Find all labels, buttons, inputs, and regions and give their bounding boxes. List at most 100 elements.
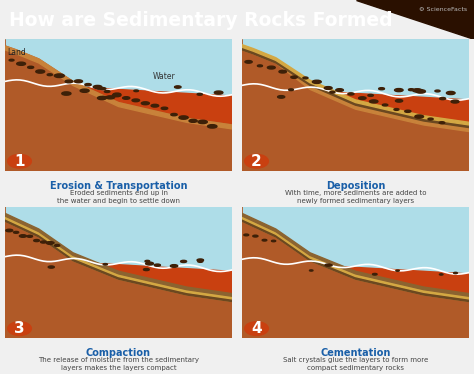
Ellipse shape — [97, 88, 101, 89]
Text: Eroded sediments end up in
the water and begin to settle down: Eroded sediments end up in the water and… — [57, 190, 180, 204]
Text: 1: 1 — [14, 154, 25, 169]
Ellipse shape — [244, 234, 249, 236]
Ellipse shape — [197, 259, 203, 261]
Ellipse shape — [179, 116, 188, 119]
Circle shape — [245, 322, 268, 335]
Ellipse shape — [413, 89, 422, 92]
Ellipse shape — [189, 119, 197, 122]
Ellipse shape — [416, 90, 426, 93]
Ellipse shape — [198, 261, 203, 262]
Ellipse shape — [359, 97, 366, 99]
Ellipse shape — [106, 96, 115, 99]
Ellipse shape — [198, 120, 207, 124]
Ellipse shape — [55, 245, 60, 246]
Polygon shape — [242, 218, 469, 301]
Ellipse shape — [245, 61, 252, 63]
Ellipse shape — [170, 265, 178, 267]
Ellipse shape — [144, 269, 149, 271]
Ellipse shape — [141, 102, 149, 105]
Ellipse shape — [48, 266, 55, 268]
Circle shape — [8, 322, 31, 335]
Ellipse shape — [47, 74, 53, 76]
Ellipse shape — [9, 59, 14, 61]
Ellipse shape — [41, 241, 46, 243]
Ellipse shape — [395, 99, 402, 102]
Ellipse shape — [19, 235, 27, 237]
Polygon shape — [242, 39, 469, 171]
Ellipse shape — [14, 232, 18, 233]
Ellipse shape — [451, 100, 459, 103]
Polygon shape — [242, 39, 469, 171]
Polygon shape — [242, 46, 469, 132]
Ellipse shape — [101, 96, 107, 99]
Ellipse shape — [74, 80, 82, 83]
Polygon shape — [242, 206, 469, 338]
Text: The release of moisture from the sedimentary
layers makes the layers compact: The release of moisture from the sedimen… — [38, 358, 199, 371]
Ellipse shape — [267, 66, 275, 69]
Ellipse shape — [103, 264, 108, 265]
Ellipse shape — [325, 264, 331, 266]
Ellipse shape — [383, 104, 388, 106]
Text: Compaction: Compaction — [86, 348, 151, 358]
Polygon shape — [242, 217, 469, 301]
Ellipse shape — [174, 86, 181, 88]
Ellipse shape — [373, 273, 377, 275]
Polygon shape — [5, 39, 232, 95]
Ellipse shape — [27, 66, 34, 68]
Ellipse shape — [197, 94, 202, 95]
Ellipse shape — [348, 93, 354, 95]
Ellipse shape — [34, 239, 39, 242]
Ellipse shape — [113, 93, 121, 96]
Polygon shape — [5, 206, 232, 338]
Ellipse shape — [161, 107, 168, 110]
Polygon shape — [242, 213, 469, 296]
Ellipse shape — [27, 235, 33, 237]
Text: 2: 2 — [251, 154, 262, 169]
Ellipse shape — [278, 96, 285, 98]
Ellipse shape — [80, 89, 89, 92]
Polygon shape — [5, 46, 232, 129]
Text: 3: 3 — [14, 321, 25, 336]
Circle shape — [245, 154, 268, 168]
Ellipse shape — [85, 83, 91, 86]
Polygon shape — [242, 39, 469, 99]
Ellipse shape — [310, 270, 313, 271]
Ellipse shape — [214, 91, 223, 94]
Ellipse shape — [328, 264, 332, 266]
Ellipse shape — [394, 108, 399, 110]
Polygon shape — [242, 216, 469, 299]
Ellipse shape — [46, 242, 54, 244]
Ellipse shape — [208, 125, 217, 128]
Ellipse shape — [257, 65, 263, 67]
Polygon shape — [5, 217, 232, 301]
Ellipse shape — [98, 96, 106, 99]
Ellipse shape — [104, 91, 110, 92]
Ellipse shape — [262, 239, 267, 241]
Text: Cementation: Cementation — [320, 348, 391, 358]
Ellipse shape — [409, 89, 414, 91]
Polygon shape — [242, 206, 469, 273]
Text: With time, more sediments are added to
newly formed sedimentary layers: With time, more sediments are added to n… — [285, 190, 426, 204]
Ellipse shape — [454, 272, 457, 274]
Polygon shape — [356, 0, 474, 39]
Ellipse shape — [65, 80, 73, 83]
Ellipse shape — [146, 262, 154, 265]
Ellipse shape — [253, 235, 258, 237]
Ellipse shape — [6, 229, 13, 232]
Ellipse shape — [369, 100, 378, 103]
Ellipse shape — [435, 90, 440, 92]
Text: Erosion & Transportation: Erosion & Transportation — [50, 181, 187, 191]
Ellipse shape — [155, 264, 160, 266]
Ellipse shape — [447, 91, 455, 95]
Ellipse shape — [394, 89, 403, 92]
Polygon shape — [5, 218, 232, 301]
Text: Deposition: Deposition — [326, 181, 385, 191]
Polygon shape — [5, 39, 232, 171]
Ellipse shape — [112, 94, 121, 97]
Polygon shape — [242, 45, 469, 125]
Polygon shape — [5, 213, 232, 296]
Ellipse shape — [134, 90, 138, 92]
Ellipse shape — [405, 110, 411, 113]
Polygon shape — [5, 206, 232, 270]
Ellipse shape — [336, 89, 343, 91]
